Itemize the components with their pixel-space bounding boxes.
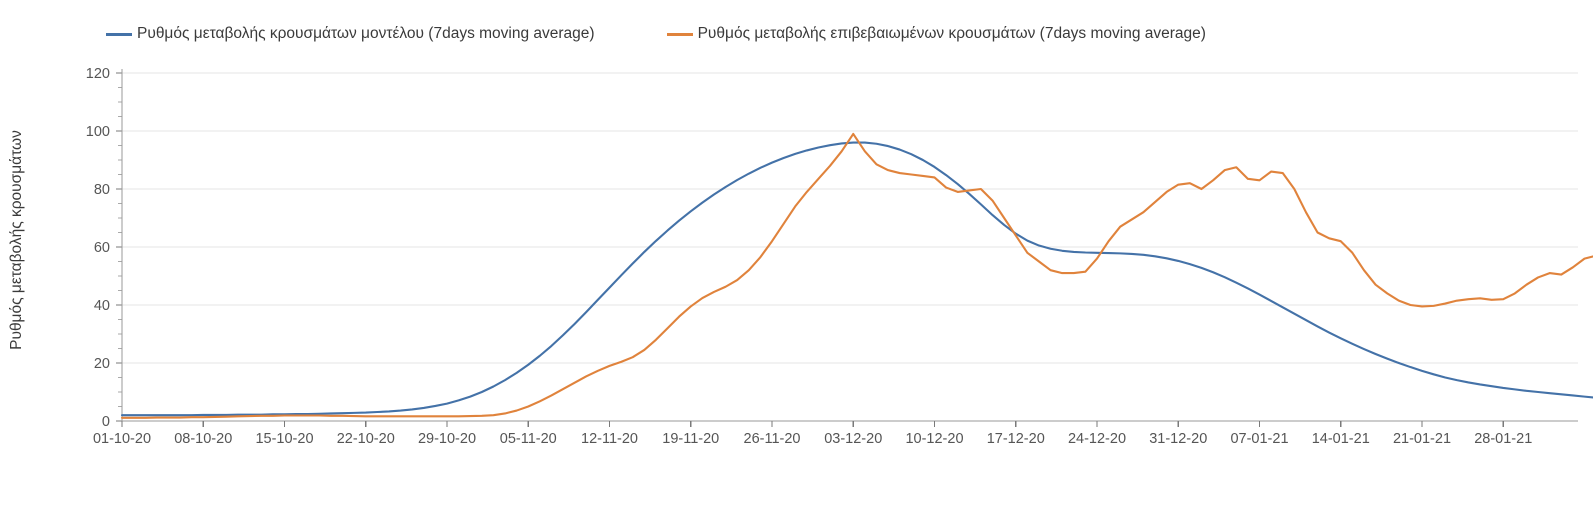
y-axis-group (116, 69, 123, 422)
y-tick-label: 40 (94, 298, 110, 314)
x-tick-label: 26-11-20 (744, 431, 801, 447)
y-axis-title: Ρυθμός μεταβολής κρουσμάτων (8, 130, 25, 350)
x-tick-label: 24-12-20 (1068, 431, 1126, 447)
x-tick-label: 03-12-20 (824, 431, 882, 447)
x-tick-labels-group: 01-10-20 08-10-20 15-10-20 22-10-20 29-10-20… (93, 431, 1532, 447)
x-tick-label: 19-11-20 (662, 431, 719, 447)
series-group (120, 132, 1593, 419)
x-tick-label: 14-01-21 (1312, 431, 1370, 447)
gridlines-group (122, 72, 1578, 364)
y-tick-label: 80 (94, 182, 110, 198)
x-axis-group (121, 420, 1578, 427)
x-tick-label: 21-01-21 (1393, 431, 1451, 447)
x-tick-label: 28-01-21 (1474, 431, 1532, 447)
x-tick-label: 08-10-20 (174, 431, 232, 447)
x-tick-label: 17-12-20 (987, 431, 1045, 447)
x-tick-label: 15-10-20 (255, 431, 313, 447)
x-tick-label: 10-12-20 (905, 431, 963, 447)
series-line-confirmed (120, 132, 1593, 419)
y-tick-label: 120 (86, 66, 110, 82)
x-tick-label: 01-10-20 (93, 431, 151, 447)
series-line-model (120, 141, 1593, 417)
x-tick-label: 29-10-20 (418, 431, 476, 447)
y-tick-label: 100 (86, 124, 110, 140)
y-tick-label: 20 (94, 356, 110, 372)
x-tick-label: 31-12-20 (1149, 431, 1207, 447)
y-tick-labels-group: 0 20 40 60 80 100 120 (86, 66, 110, 430)
y-tick-label: 60 (94, 240, 110, 256)
x-tick-label: 07-01-21 (1230, 431, 1288, 447)
x-tick-label: 12-11-20 (581, 431, 638, 447)
x-tick-label: 05-11-20 (500, 431, 557, 447)
y-tick-label: 0 (102, 414, 110, 430)
x-tick-label: 22-10-20 (337, 431, 395, 447)
